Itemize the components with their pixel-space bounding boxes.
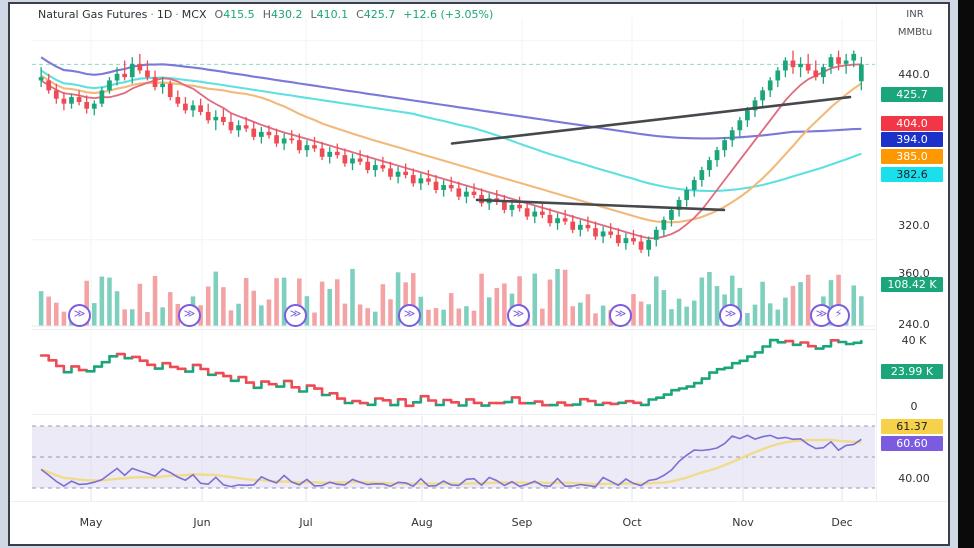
high-key: H (262, 7, 271, 21)
signal-marker-1-icon[interactable]: ≫ (68, 304, 91, 327)
low-key: L (310, 7, 317, 21)
exchange-label[interactable]: MCX (181, 7, 207, 21)
time-axis[interactable]: May Jun Jul Aug Sep Oct Nov Dec (10, 501, 948, 544)
low-value: 410.1 (316, 7, 349, 21)
currency-label: INR (906, 9, 924, 20)
price-scale[interactable]: INR MMBtu 440.0 320.0 360.0 240.0 40 K 0 40.00… (876, 4, 948, 501)
time-label-sep: Sep (511, 516, 533, 529)
scale-tick-volume-1: 240.0 (898, 318, 930, 331)
symbol-name[interactable]: Natural Gas Futures (38, 7, 148, 21)
scale-tick-obv-0: 40 K (901, 334, 927, 347)
ma-blue-badge[interactable]: 394.0 (881, 132, 943, 147)
panel-divider-volume (32, 329, 948, 330)
panel-divider-rsi (32, 414, 948, 415)
time-label-may: May (79, 516, 103, 529)
rsi-ma-value-badge[interactable]: 61.37 (881, 419, 943, 434)
unit-box: INR MMBtu (881, 6, 948, 45)
time-label-oct: Oct (622, 516, 642, 529)
ma-orange-badge[interactable]: 385.0 (881, 149, 943, 164)
rsi-panel[interactable] (32, 416, 875, 501)
scale-tick-obv-1: 0 (910, 400, 918, 413)
ohlc-open: O415.5 (215, 8, 255, 21)
ohlc-high: H430.2 (263, 8, 303, 21)
signal-marker-3-icon[interactable]: ≫ (284, 304, 307, 327)
volume-panel[interactable] (32, 260, 875, 329)
time-label-dec: Dec (831, 516, 853, 529)
open-key: O (214, 7, 224, 21)
scale-tick-rsi-0: 40.00 (898, 472, 930, 485)
signal-marker-6-icon[interactable]: ≫ (609, 304, 632, 327)
scale-tick-volume-0: 360.0 (898, 267, 930, 280)
alert-marker-icon[interactable]: ⚡ (827, 304, 850, 327)
obv-panel[interactable] (32, 331, 875, 414)
scale-tick-price-0: 440.0 (898, 68, 930, 81)
signal-marker-5-icon[interactable]: ≫ (507, 304, 530, 327)
signal-marker-2-icon[interactable]: ≫ (178, 304, 201, 327)
signal-marker-4-icon[interactable]: ≫ (398, 304, 421, 327)
close-value: 425.7 (363, 7, 396, 21)
ma-red-badge[interactable]: 404.0 (881, 116, 943, 131)
volume-value-badge[interactable]: 108.42 K (881, 277, 943, 292)
scale-tick-price-1: 320.0 (898, 219, 930, 232)
last-price-badge[interactable]: 425.7 (881, 87, 943, 102)
close-key: C (356, 7, 364, 21)
time-label-jul: Jul (299, 516, 313, 529)
header-sep-1: · (150, 7, 154, 21)
rsi-value-badge[interactable]: 60.60 (881, 436, 943, 451)
price-change: +12.6 (+3.05%) (403, 7, 494, 21)
time-label-aug: Aug (411, 516, 433, 529)
unit-label: MMBtu (897, 27, 933, 38)
high-value: 430.2 (270, 7, 303, 21)
time-label-nov: Nov (732, 516, 754, 529)
interval-label[interactable]: 1D (156, 7, 173, 21)
ohlc-close: C425.7 (356, 8, 395, 21)
chart-header: Natural Gas Futures · 1D · MCX O415.5 H4… (10, 4, 948, 24)
obv-value-badge[interactable]: 23.99 K (881, 364, 943, 379)
ohlc-low: L410.1 (310, 8, 348, 21)
header-sep-2: · (175, 7, 179, 21)
open-value: 415.5 (223, 7, 255, 21)
signal-marker-7-icon[interactable]: ≫ (719, 304, 742, 327)
time-label-jun: Jun (193, 516, 211, 529)
ma-cyan-badge[interactable]: 382.6 (881, 167, 943, 182)
price-panel[interactable] (32, 18, 875, 329)
